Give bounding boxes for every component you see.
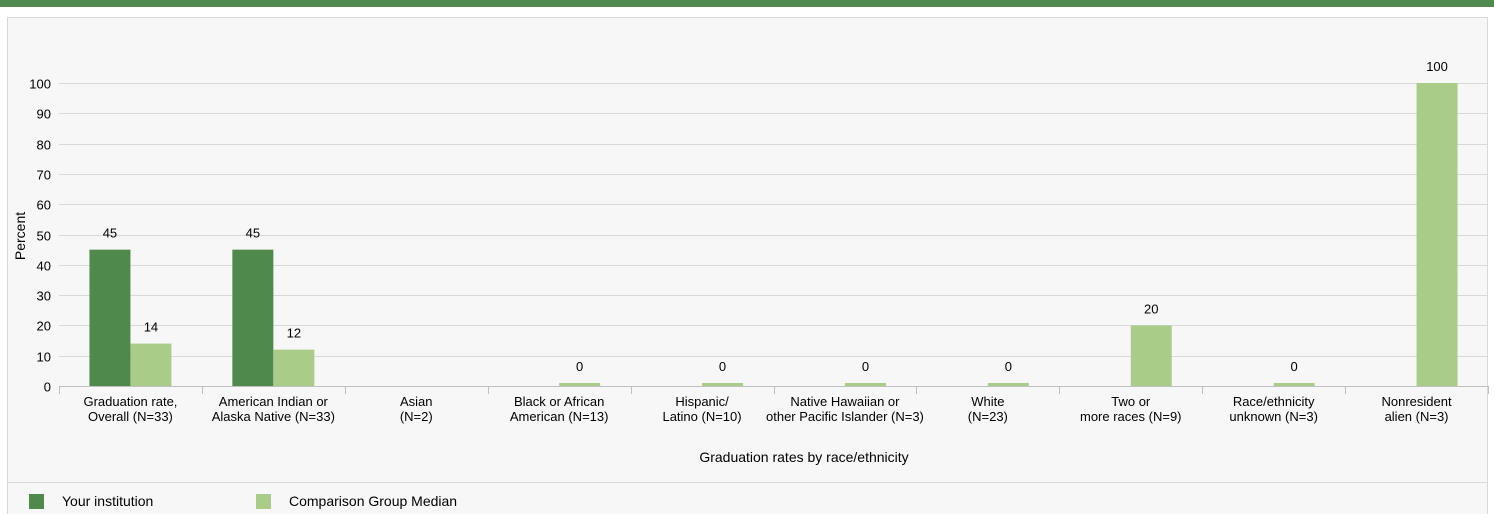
x-tick-label: American (N=13) bbox=[510, 409, 609, 424]
bar-comparison-median bbox=[987, 383, 1029, 386]
bar-comparison-median bbox=[1130, 325, 1172, 386]
bar-comparison-median bbox=[1273, 383, 1315, 386]
y-tick-label: 40 bbox=[37, 259, 51, 274]
x-tick-label: Overall (N=33) bbox=[88, 409, 173, 424]
data-label: 20 bbox=[1144, 301, 1158, 316]
y-tick-label: 100 bbox=[29, 77, 51, 92]
x-tick-label: other Pacific Islander (N=3) bbox=[766, 409, 924, 424]
x-tick-label: (N=2) bbox=[400, 409, 433, 424]
data-label: 0 bbox=[719, 359, 726, 374]
y-axis-ticks: 0 10 20 30 40 50 60 70 80 90 100 bbox=[29, 77, 51, 395]
x-tick-label: Race/ethnicity bbox=[1233, 394, 1315, 409]
data-label: 45 bbox=[246, 226, 260, 241]
y-tick-label: 60 bbox=[37, 198, 51, 213]
x-tick-label: unknown (N=3) bbox=[1229, 409, 1318, 424]
x-tick-label: alien (N=3) bbox=[1385, 409, 1449, 424]
data-label: 0 bbox=[1291, 359, 1298, 374]
legend-label: Comparison Group Median bbox=[289, 493, 458, 509]
x-tick-label: (N=23) bbox=[968, 409, 1008, 424]
legend-item-your-institution: Your institution bbox=[29, 493, 154, 509]
y-tick-label: 10 bbox=[37, 350, 51, 365]
bar-your-institution bbox=[232, 249, 274, 386]
bar-comparison-median bbox=[130, 343, 172, 386]
legend-swatch bbox=[29, 493, 44, 509]
y-axis-label: Percent bbox=[12, 212, 28, 260]
x-tick-label: Latino (N=10) bbox=[662, 409, 741, 424]
data-labels: 45 14 45 12 0 0 0 0 20 0 100 bbox=[103, 59, 1448, 374]
y-tick-label: 30 bbox=[37, 289, 51, 304]
data-label: 100 bbox=[1426, 59, 1448, 74]
legend-swatch bbox=[256, 493, 271, 509]
x-tick-label: Nonresident bbox=[1381, 394, 1451, 409]
y-tick-label: 80 bbox=[37, 138, 51, 153]
bar-comparison-median bbox=[844, 383, 886, 386]
x-tick-label: Hispanic/ bbox=[675, 394, 729, 409]
x-tick-label: Alaska Native (N=33) bbox=[212, 409, 335, 424]
bar-comparison-median bbox=[1416, 83, 1458, 386]
x-tick-label: Asian bbox=[400, 394, 433, 409]
data-label: 14 bbox=[144, 320, 158, 335]
legend-divider bbox=[7, 482, 1488, 483]
data-label: 0 bbox=[576, 359, 583, 374]
data-label: 0 bbox=[862, 359, 869, 374]
y-tick-label: 20 bbox=[37, 319, 51, 334]
bar-comparison-median bbox=[702, 383, 744, 386]
y-tick-label: 90 bbox=[37, 107, 51, 122]
legend-item-comparison-median: Comparison Group Median bbox=[256, 493, 458, 509]
x-tick-label: Native Hawaiian or bbox=[790, 394, 900, 409]
data-label: 45 bbox=[103, 226, 117, 241]
y-tick-label: 50 bbox=[37, 229, 51, 244]
legend-label: Your institution bbox=[62, 493, 154, 509]
bar-your-institution bbox=[89, 249, 131, 386]
header-accent-bar bbox=[0, 0, 1494, 7]
data-label: 0 bbox=[1005, 359, 1012, 374]
x-tick-label: White bbox=[971, 394, 1004, 409]
x-axis-label: Graduation rates by race/ethnicity bbox=[699, 449, 908, 465]
x-tick-label: Black or African bbox=[514, 394, 604, 409]
x-tick-label: more races (N=9) bbox=[1080, 409, 1182, 424]
x-tick-label: Two or bbox=[1111, 394, 1151, 409]
x-tick-label: Graduation rate, bbox=[83, 394, 177, 409]
x-axis-ticks: Graduation rate,Overall (N=33) American I… bbox=[59, 386, 1489, 424]
bars bbox=[89, 83, 1458, 386]
data-label: 12 bbox=[287, 326, 301, 341]
bar-comparison-median bbox=[273, 349, 315, 386]
bar-comparison-median bbox=[559, 383, 601, 386]
x-tick-label: American Indian or bbox=[219, 394, 329, 409]
y-tick-label: 0 bbox=[44, 380, 51, 395]
y-tick-label: 70 bbox=[37, 168, 51, 183]
